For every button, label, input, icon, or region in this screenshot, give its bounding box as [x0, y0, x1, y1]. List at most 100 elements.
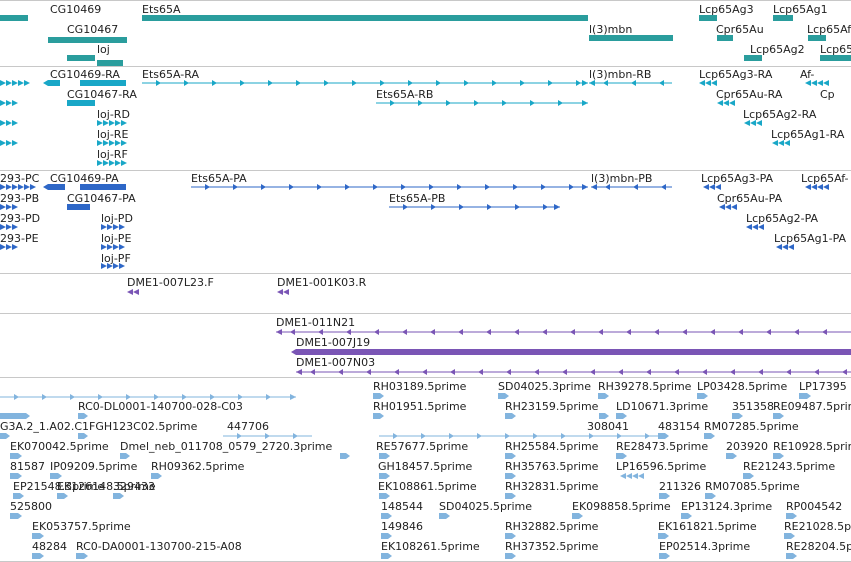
feature-label[interactable]: EK161821.5prime — [658, 520, 757, 533]
feature-label[interactable]: EP13124.3prime — [681, 500, 773, 513]
feature-label[interactable]: DME1-001K03.R — [277, 276, 367, 289]
feature-label[interactable]: loj-RE — [97, 128, 129, 141]
feature-label[interactable]: RE21243.5prime — [743, 460, 836, 473]
feature-label[interactable]: RH03189.5prime — [373, 380, 467, 393]
feature-label[interactable]: loj-PE — [101, 232, 132, 245]
feature-label[interactable]: Cp — [820, 88, 835, 101]
feature-label[interactable]: RC0-DL0001-140700-028-C03 — [78, 400, 243, 413]
feature-label[interactable]: l(3)mbn-PB — [591, 172, 653, 185]
feature-label[interactable]: 293-PD — [0, 212, 41, 225]
feature-label[interactable]: RE57677.5prime — [376, 440, 469, 453]
feature-label[interactable]: Lcp65Ag1 — [773, 3, 828, 16]
feature-label[interactable]: Lcp65Ag1-PA — [774, 232, 847, 245]
feature-label[interactable]: Lcp65Af — [807, 23, 851, 36]
feature-label[interactable]: CG10467 — [67, 23, 119, 36]
feature-label[interactable]: Lcp65Ag3 — [699, 3, 754, 16]
feature-label[interactable]: LP17395 — [799, 380, 847, 393]
feature-label[interactable]: IP09209.5prime — [50, 460, 138, 473]
feature-label[interactable]: 81587 — [10, 460, 45, 473]
feature-label[interactable]: EK053757.5prime — [32, 520, 131, 533]
feature-label[interactable]: Lcp65Ag2 — [750, 43, 805, 56]
feature-label[interactable]: Lcp65Ag3-RA — [699, 68, 773, 81]
feature-label[interactable]: Dmel_neb_011708_0579_2720.3prime — [120, 440, 333, 453]
feature-label[interactable]: 149846 — [381, 520, 423, 533]
feature-label[interactable]: Lcp65Af- — [801, 172, 849, 185]
feature-label[interactable]: SD04025.5prime — [439, 500, 532, 513]
feature-label[interactable]: RH35763.5prime — [505, 460, 599, 473]
feature-label[interactable]: RE09487.5prime — [773, 400, 851, 413]
feature-label[interactable]: l(3)mbn — [589, 23, 633, 36]
feature-label[interactable]: GH18457.5prime — [378, 460, 473, 473]
feature-label[interactable]: 293-PC — [0, 172, 40, 185]
feature-label[interactable]: loj-RF — [97, 148, 128, 161]
feature-label[interactable]: LD10671.3prime — [616, 400, 709, 413]
feature-label[interactable]: 293-PB — [0, 192, 40, 205]
feature-label[interactable]: Ets65A-RA — [142, 68, 199, 81]
feature-label[interactable]: Cpr65Au — [716, 23, 764, 36]
feature-label[interactable]: Lcp65Ag2-PA — [746, 212, 819, 225]
feature-label[interactable]: EP02514.3prime — [659, 540, 751, 553]
feature-label[interactable]: EK126148.5prime — [57, 480, 156, 493]
feature-label[interactable]: Ets65A-PA — [191, 172, 247, 185]
feature-label[interactable]: CG10467-PA — [67, 192, 136, 205]
feature-label[interactable]: EK070042.5prime — [10, 440, 109, 453]
feature-label[interactable]: LP03428.5prime — [697, 380, 788, 393]
feature-label[interactable]: DME1-007L23.F — [127, 276, 214, 289]
feature-label[interactable]: RH25584.5prime — [505, 440, 599, 453]
feature-label[interactable]: Lcp65Ag2-RA — [743, 108, 817, 121]
feature-label[interactable]: loj-PF — [101, 252, 131, 265]
feature-label[interactable]: RH32882.5prime — [505, 520, 599, 533]
feature-label[interactable]: RH23159.5prime — [505, 400, 599, 413]
feature-label[interactable]: DME1-007J19 — [296, 336, 371, 349]
feature-label[interactable]: RH32831.5prime — [505, 480, 599, 493]
feature-label[interactable]: Lcp65A — [820, 43, 851, 56]
feature-label[interactable]: 148544 — [381, 500, 423, 513]
feature-label[interactable]: 308041 — [587, 420, 629, 433]
feature-label[interactable]: 351358 — [732, 400, 774, 413]
feature-label[interactable]: DME1-007N03 — [296, 356, 376, 369]
feature-label[interactable]: 329433 — [113, 480, 155, 493]
feature-label[interactable]: RE10928.5prime — [773, 440, 851, 453]
feature-label[interactable]: DME1-011N21 — [276, 316, 356, 329]
feature-label[interactable]: 211326 — [659, 480, 701, 493]
feature-label[interactable]: EK108261.5prime — [381, 540, 480, 553]
feature-label[interactable]: G3A.2_1.A02.C1FGH123C02.5prime — [0, 420, 198, 433]
feature-label[interactable]: RE28473.5prime — [616, 440, 709, 453]
feature-label[interactable]: CG10469-RA — [50, 68, 120, 81]
feature-label[interactable]: EP21548.3prime — [13, 480, 105, 493]
feature-label[interactable]: 525800 — [10, 500, 52, 513]
feature-label[interactable]: CG10467-RA — [67, 88, 137, 101]
feature-label[interactable]: Ets65A-RB — [376, 88, 434, 101]
feature-label[interactable]: Af- — [800, 68, 815, 81]
feature-label[interactable]: RH01951.5prime — [373, 400, 467, 413]
feature-label[interactable]: Lcp65Ag3-PA — [701, 172, 774, 185]
feature-label[interactable]: RE28204.5prime — [786, 540, 851, 553]
feature-label[interactable]: loj — [97, 43, 110, 56]
feature-label[interactable]: Lcp65Ag1-RA — [771, 128, 845, 141]
feature-label[interactable]: RC0-DA0001-130700-215-A08 — [76, 540, 242, 553]
feature-label[interactable]: Cpr65Au-RA — [716, 88, 783, 101]
feature-label[interactable]: RH37352.5prime — [505, 540, 599, 553]
feature-label[interactable]: loj-PD — [101, 212, 133, 225]
feature-label[interactable]: l(3)mbn-RB — [589, 68, 652, 81]
feature-label[interactable]: RP004542 — [786, 500, 843, 513]
feature-label[interactable]: EK098858.5prime — [572, 500, 671, 513]
feature-label[interactable]: RE21028.5prime — [784, 520, 851, 533]
feature-label[interactable]: RM07285.5prime — [704, 420, 799, 433]
feature-label[interactable]: SD04025.3prime — [498, 380, 591, 393]
feature-label[interactable]: 293-PE — [0, 232, 39, 245]
feature-label[interactable]: Ets65A — [142, 3, 181, 16]
feature-label[interactable]: CG10469-PA — [50, 172, 119, 185]
feature-label[interactable]: CG10469 — [50, 3, 102, 16]
feature-label[interactable]: 203920 — [726, 440, 768, 453]
feature-label[interactable]: 447706 — [227, 420, 269, 433]
feature-label[interactable]: RH09362.5prime — [151, 460, 245, 473]
feature-label[interactable]: EK108861.5prime — [378, 480, 477, 493]
feature-label[interactable]: LP16596.5prime — [616, 460, 707, 473]
feature-label[interactable]: loj-RD — [97, 108, 130, 121]
feature-label[interactable]: Ets65A-PB — [389, 192, 446, 205]
feature-label[interactable]: 483154 — [658, 420, 700, 433]
feature-label[interactable]: Cpr65Au-PA — [717, 192, 783, 205]
feature-label[interactable]: RH39278.5prime — [598, 380, 692, 393]
feature-label[interactable]: 48284 — [32, 540, 67, 553]
